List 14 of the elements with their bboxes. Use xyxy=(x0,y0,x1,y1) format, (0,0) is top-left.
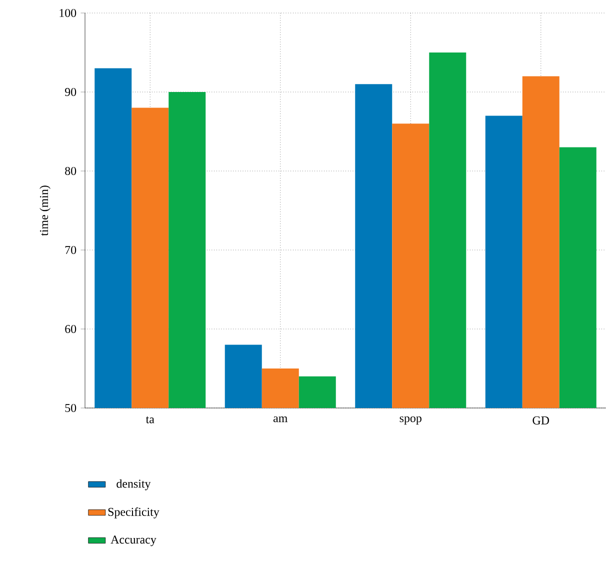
legend-label: Specificity xyxy=(108,507,160,518)
legend-label: density xyxy=(116,479,151,490)
y-tick-label: 90 xyxy=(65,88,76,96)
y-tick-label: 70 xyxy=(65,246,76,254)
y-axis-title: time (min) xyxy=(40,186,50,236)
x-tick-label: GD xyxy=(532,416,550,424)
x-tick-label: spop xyxy=(400,416,422,425)
y-tick-label: 50 xyxy=(65,404,76,412)
x-tick-label: ta xyxy=(146,416,154,424)
y-tick-label: 80 xyxy=(65,166,76,176)
y-tick-label: 100 xyxy=(60,8,76,18)
x-tick-label: am xyxy=(273,416,288,422)
legend-label: Accuracy xyxy=(110,536,156,546)
y-tick-label: 60 xyxy=(65,324,76,334)
